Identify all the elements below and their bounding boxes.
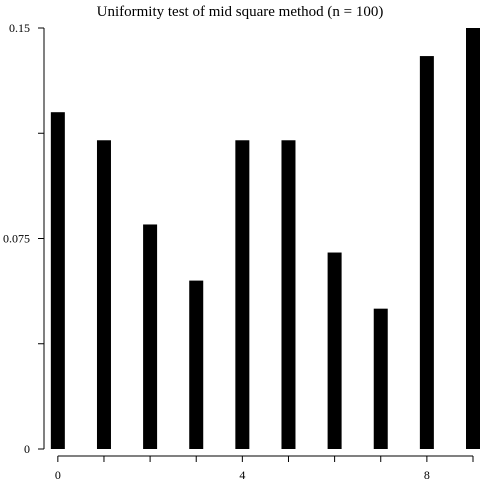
bar-3 bbox=[189, 280, 204, 449]
x-tick-label-0: 0 bbox=[55, 468, 61, 480]
y-tick-label-4: 0.15 bbox=[9, 21, 30, 35]
y-tick-label-2: 0.075 bbox=[3, 232, 30, 246]
bar-9 bbox=[466, 28, 480, 449]
bar-4 bbox=[235, 140, 250, 449]
bar-8 bbox=[419, 56, 434, 449]
chart-title: Uniformity test of mid square method (n … bbox=[97, 4, 384, 20]
bar-2 bbox=[143, 224, 158, 449]
x-tick-label-4: 4 bbox=[239, 468, 245, 480]
bar-5 bbox=[281, 140, 296, 449]
x-tick-label-8: 8 bbox=[424, 468, 430, 480]
y-axis: 0 0.075 0.15 bbox=[3, 21, 45, 456]
bar-6 bbox=[327, 252, 342, 449]
bar-7 bbox=[373, 308, 388, 449]
y-tick-label-0: 0 bbox=[24, 442, 30, 456]
bar-0 bbox=[50, 112, 65, 449]
bar-1 bbox=[96, 140, 111, 449]
bars-group bbox=[50, 28, 480, 449]
x-axis: 0 4 8 bbox=[55, 455, 474, 480]
